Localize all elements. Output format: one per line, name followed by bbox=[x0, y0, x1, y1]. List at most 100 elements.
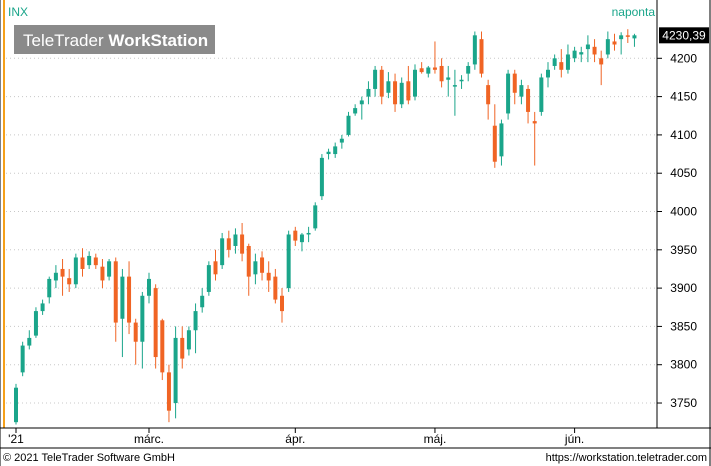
candle-body bbox=[565, 54, 570, 70]
candle-body bbox=[359, 100, 364, 105]
candle bbox=[93, 253, 98, 269]
candle-body bbox=[220, 238, 225, 266]
candle bbox=[466, 62, 471, 82]
candle bbox=[373, 65, 378, 97]
y-tick-label: 3750 bbox=[670, 396, 697, 410]
candle-body bbox=[273, 276, 278, 300]
watermark-box bbox=[14, 25, 215, 54]
candle bbox=[260, 251, 265, 281]
candle-body bbox=[193, 311, 198, 331]
candle-body bbox=[299, 234, 304, 243]
candle bbox=[419, 62, 424, 74]
candle bbox=[413, 64, 417, 101]
candle bbox=[379, 65, 384, 105]
y-tick-label: 4050 bbox=[670, 166, 697, 180]
candle bbox=[87, 251, 92, 269]
candle bbox=[406, 65, 411, 105]
candle-body bbox=[60, 268, 65, 277]
candle-body bbox=[486, 85, 491, 105]
candle-body bbox=[366, 88, 371, 97]
candle-body bbox=[33, 311, 38, 336]
candle bbox=[619, 32, 624, 55]
candle-body bbox=[459, 79, 464, 82]
candle-body bbox=[280, 295, 284, 312]
candle-body bbox=[353, 108, 358, 114]
y-tick-label: 4100 bbox=[670, 128, 697, 142]
candle-body bbox=[206, 265, 211, 292]
candle bbox=[605, 31, 610, 59]
candle bbox=[519, 79, 524, 105]
candle bbox=[40, 299, 45, 315]
candle-body bbox=[519, 85, 524, 97]
candlestick-series bbox=[14, 29, 637, 425]
candle bbox=[472, 31, 477, 70]
candle bbox=[113, 257, 118, 342]
candle-body bbox=[107, 261, 112, 277]
candle-body bbox=[266, 272, 271, 281]
candle bbox=[67, 268, 72, 292]
candle-body bbox=[133, 322, 138, 342]
candle-body bbox=[512, 73, 517, 93]
symbol-label: INX bbox=[8, 5, 28, 19]
candle bbox=[193, 303, 198, 354]
candle-body bbox=[439, 65, 444, 82]
y-axis-ticks: 3750 3800 3850 3900 3950 4000 4050 4100 4150 4200 bbox=[657, 51, 697, 410]
candle bbox=[80, 248, 85, 277]
candle bbox=[293, 226, 298, 246]
y-tick-label: 3800 bbox=[670, 358, 697, 372]
candle-body bbox=[479, 39, 484, 74]
candle-body bbox=[326, 151, 331, 155]
y-tick-label: 3900 bbox=[670, 281, 697, 295]
candle bbox=[492, 104, 497, 168]
candle-body bbox=[612, 41, 617, 45]
candle bbox=[366, 81, 371, 105]
candle bbox=[173, 326, 178, 419]
last-price-box bbox=[659, 27, 709, 44]
candle-body bbox=[147, 278, 151, 296]
candle bbox=[486, 79, 491, 120]
candle-body bbox=[333, 146, 338, 155]
candle bbox=[499, 119, 504, 166]
candle-body bbox=[293, 230, 298, 241]
candle-body bbox=[446, 77, 451, 80]
candle-body bbox=[552, 58, 557, 66]
candle-body bbox=[166, 372, 171, 411]
candle bbox=[133, 318, 138, 365]
candle bbox=[526, 85, 531, 124]
candle-body bbox=[173, 337, 178, 404]
candle-body bbox=[579, 52, 584, 55]
candle bbox=[446, 65, 451, 97]
candle-body bbox=[226, 238, 231, 250]
candle-body bbox=[492, 125, 497, 162]
candle bbox=[592, 39, 597, 63]
candle bbox=[253, 253, 258, 285]
candle-body bbox=[406, 81, 411, 101]
candle bbox=[33, 307, 38, 338]
candle-body bbox=[419, 68, 424, 73]
candle-body bbox=[186, 330, 191, 350]
candle-body bbox=[599, 58, 604, 65]
candle bbox=[339, 134, 344, 149]
candle-body bbox=[393, 81, 398, 105]
candle-body bbox=[80, 257, 85, 269]
candle-body bbox=[47, 278, 52, 298]
candle-body bbox=[605, 39, 610, 55]
candle-body bbox=[452, 85, 457, 87]
candle-body bbox=[93, 257, 98, 266]
candle-body bbox=[432, 67, 437, 70]
candle bbox=[306, 226, 311, 243]
candle-body bbox=[526, 88, 531, 112]
candle bbox=[280, 288, 284, 323]
candle bbox=[127, 261, 132, 335]
x-axis-ticks: '21 márc. ápr. máj. jún. bbox=[8, 428, 584, 446]
candle-body bbox=[506, 73, 511, 114]
candle bbox=[14, 383, 18, 425]
website-link[interactable]: https://workstation.teletrader.com bbox=[546, 452, 707, 464]
candle-body bbox=[306, 232, 311, 235]
interval-label[interactable]: naponta bbox=[612, 5, 656, 19]
candle-body bbox=[286, 234, 291, 289]
candle bbox=[459, 75, 464, 89]
candle bbox=[73, 253, 78, 289]
candle bbox=[585, 35, 590, 63]
